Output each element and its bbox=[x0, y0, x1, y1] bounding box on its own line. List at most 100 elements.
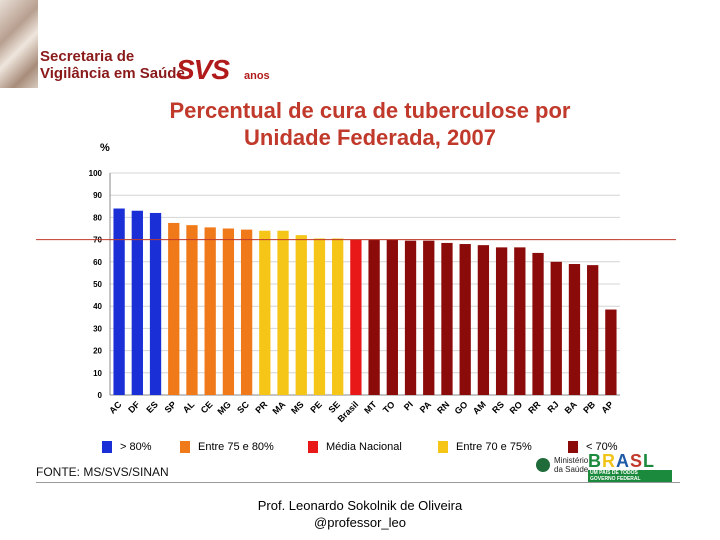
bar-df bbox=[131, 210, 143, 395]
secretaria-line2: Vigilância em Saúde bbox=[40, 65, 185, 82]
bar-mt bbox=[368, 239, 380, 395]
chart-legend: > 80% Entre 75 e 80% Média Nacional Entre 7… bbox=[102, 441, 632, 459]
brasil-letter: B bbox=[588, 451, 602, 471]
x-tick-label: RO bbox=[508, 399, 525, 416]
x-tick-label: RN bbox=[435, 399, 451, 415]
bar-rn bbox=[441, 242, 453, 395]
x-tick-label: MG bbox=[215, 399, 232, 416]
legend-swatch bbox=[308, 441, 318, 453]
brasil-letter: R bbox=[602, 451, 616, 471]
bar-rs bbox=[495, 247, 508, 395]
x-tick-label: MA bbox=[270, 399, 287, 416]
brasil-wordmark: BRASL bbox=[588, 452, 672, 470]
y-tick-label: 80 bbox=[93, 213, 102, 222]
x-tick-label: AP bbox=[599, 399, 615, 415]
y-tick-label: 40 bbox=[93, 302, 102, 311]
bar-ce bbox=[204, 227, 216, 395]
divider bbox=[36, 482, 680, 483]
legend-label: < 70% bbox=[586, 441, 618, 453]
bar-ro bbox=[514, 247, 526, 395]
x-tick-label: ES bbox=[144, 399, 160, 415]
legend-item: Entre 75 e 80% bbox=[180, 441, 274, 453]
x-tick-label: AL bbox=[181, 399, 197, 415]
ministerio-line2: da Saúde bbox=[554, 465, 589, 474]
x-tick-label: RJ bbox=[545, 399, 560, 414]
y-tick-label: 90 bbox=[93, 191, 102, 200]
x-tick-label: CE bbox=[199, 399, 215, 415]
footer-author: Prof. Leonardo Sokolnik de Oliveira bbox=[257, 498, 463, 513]
legend-label: Entre 75 e 80% bbox=[198, 441, 274, 453]
bars bbox=[113, 208, 617, 395]
y-axis-label: % bbox=[100, 142, 110, 154]
svs-anos: anos bbox=[244, 70, 270, 82]
legend-item: Entre 70 e 75% bbox=[438, 441, 532, 453]
legend-item: > 80% bbox=[102, 441, 152, 453]
secretaria-logo: Secretaria de Vigilância em Saúde bbox=[40, 48, 185, 82]
bar-ms bbox=[295, 235, 307, 395]
x-tick-label: Brasil bbox=[336, 399, 361, 424]
bar-ac bbox=[113, 208, 125, 395]
bar-ap bbox=[605, 309, 617, 395]
x-tick-label: MS bbox=[289, 399, 306, 416]
bar-rj bbox=[550, 261, 562, 395]
brasil-tagline: UM PAÍS DE TODOS bbox=[588, 470, 672, 476]
bar-to bbox=[386, 239, 398, 395]
source-note: FONTE: MS/SVS/SINAN bbox=[36, 465, 169, 479]
brasil-letter: A bbox=[616, 451, 630, 471]
x-tick-label: PB bbox=[581, 399, 597, 415]
x-tick-label: TO bbox=[381, 399, 397, 415]
y-tick-label: 20 bbox=[93, 347, 102, 356]
bar-ma bbox=[277, 230, 289, 395]
x-tick-label: AM bbox=[471, 399, 488, 416]
chart-title-line2: Unidade Federada, 2007 bbox=[244, 125, 496, 150]
x-tick-label: SP bbox=[163, 399, 179, 415]
bar-pr bbox=[259, 230, 271, 395]
bar-ba bbox=[568, 264, 581, 395]
footer: Prof. Leonardo Sokolnik de Oliveira @pro… bbox=[0, 497, 720, 531]
legend-label: > 80% bbox=[120, 441, 152, 453]
brasil-letter: S bbox=[630, 451, 644, 471]
y-tick-label: 60 bbox=[93, 258, 102, 267]
bar-se bbox=[332, 238, 344, 395]
bar-es bbox=[149, 212, 162, 395]
y-tick-label: 30 bbox=[93, 324, 102, 333]
bar-rr bbox=[532, 252, 544, 395]
bar-sc bbox=[240, 229, 253, 395]
ministerio-logo: Ministério da Saúde bbox=[536, 456, 588, 474]
legend-swatch bbox=[438, 441, 448, 453]
legend-swatch bbox=[102, 441, 112, 453]
legend-swatch bbox=[568, 441, 578, 453]
legend-label: Média Nacional bbox=[326, 441, 402, 453]
legend-label: Entre 70 e 75% bbox=[456, 441, 532, 453]
x-tick-label: PE bbox=[308, 399, 324, 415]
bar-mg bbox=[222, 228, 235, 395]
bar-am bbox=[477, 245, 490, 395]
bar-brasil bbox=[350, 239, 362, 395]
y-tick-label: 10 bbox=[93, 369, 102, 378]
x-tick-label: RR bbox=[526, 399, 543, 416]
x-tick-label: SC bbox=[235, 399, 251, 415]
legend-item: Média Nacional bbox=[308, 441, 402, 453]
header-photo bbox=[0, 0, 38, 88]
bar-pb bbox=[587, 265, 599, 395]
x-tick-label: DF bbox=[126, 399, 142, 415]
bar-go bbox=[459, 244, 471, 395]
x-tick-label: GO bbox=[453, 399, 470, 416]
x-tick-label: PA bbox=[418, 399, 434, 415]
chart-title-line1: Percentual de cura de tuberculose por bbox=[169, 98, 571, 123]
footer-handle: @professor_leo bbox=[314, 515, 406, 530]
bar-sp bbox=[168, 222, 180, 395]
bar-al bbox=[186, 225, 198, 395]
x-tick-label: PR bbox=[253, 399, 269, 415]
svs-logo: SVS bbox=[176, 54, 230, 85]
bar-pi bbox=[404, 240, 417, 395]
x-tick-label: AC bbox=[107, 399, 124, 416]
bar-pe bbox=[313, 238, 326, 395]
y-tick-label: 0 bbox=[98, 391, 103, 400]
legend-item: < 70% bbox=[568, 441, 618, 453]
x-tick-label: BA bbox=[563, 399, 580, 416]
brasil-governo: GOVERNO FEDERAL bbox=[588, 476, 672, 482]
ministerio-line1: Ministério bbox=[554, 456, 589, 465]
